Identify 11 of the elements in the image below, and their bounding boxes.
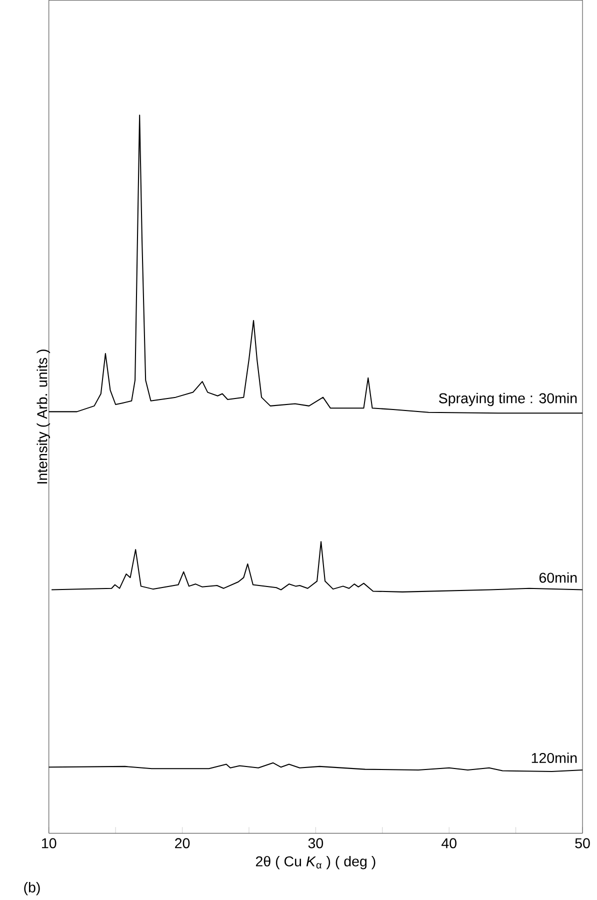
x-tick-label: 30 xyxy=(308,838,324,848)
x-tick-label: 50 xyxy=(575,838,590,848)
text: (b) xyxy=(24,882,40,896)
series-label: 120min xyxy=(532,752,577,764)
y-axis-title: Intensity ( Arb. units ) xyxy=(36,350,50,484)
x-tick-label: 20 xyxy=(175,838,190,848)
x-tick-label: 10 xyxy=(42,838,56,848)
x-tick-label: 40 xyxy=(442,838,457,848)
series-label: Spraying time : 30min xyxy=(439,392,577,406)
x-axis-title: 2θ ( Cu K$_{α}$ ) ( deg ) xyxy=(256,856,376,870)
series-label: 60min xyxy=(540,572,577,583)
